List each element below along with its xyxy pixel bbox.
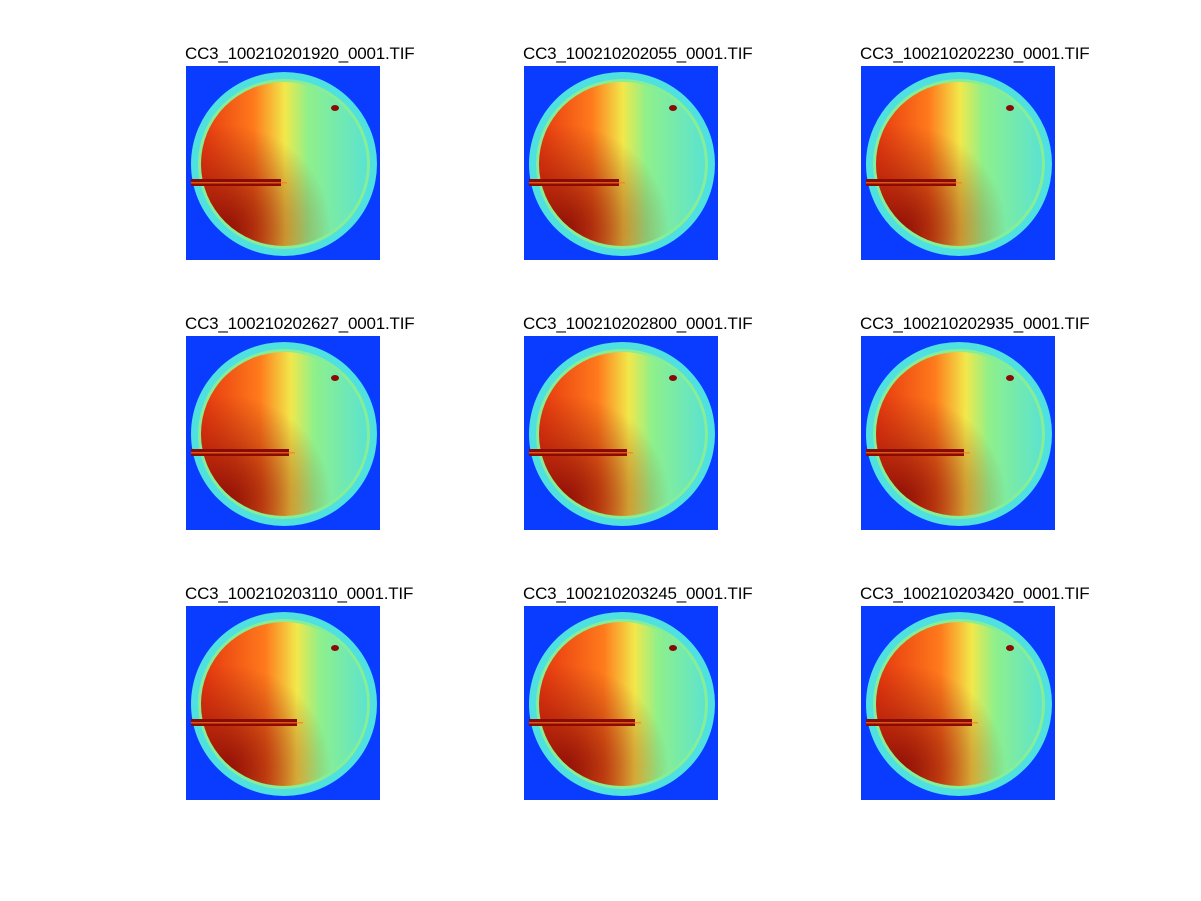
thermal-disc-image xyxy=(524,66,718,260)
thermal-disc-image xyxy=(524,336,718,530)
panel-title: CC3_100210202935_0001.TIF xyxy=(860,314,1090,333)
panel-title: CC3_100210201920_0001.TIF xyxy=(185,44,415,63)
image-panel: CC3_100210202230_0001.TIF xyxy=(860,44,1130,264)
panel-title: CC3_100210203110_0001.TIF xyxy=(185,584,414,603)
panel-title: CC3_100210202230_0001.TIF xyxy=(860,44,1090,63)
panel-title: CC3_100210202055_0001.TIF xyxy=(523,44,753,63)
thermal-disc-image xyxy=(186,66,380,260)
panel-title: CC3_100210202800_0001.TIF xyxy=(523,314,753,333)
panel-title: CC3_100210202627_0001.TIF xyxy=(185,314,415,333)
image-panel: CC3_100210202627_0001.TIF xyxy=(185,314,455,534)
image-panel: CC3_100210203245_0001.TIF xyxy=(523,584,793,804)
image-panel: CC3_100210202935_0001.TIF xyxy=(860,314,1130,534)
thermal-disc-image xyxy=(524,606,718,800)
image-panel: CC3_100210202055_0001.TIF xyxy=(523,44,793,264)
image-panel: CC3_100210202800_0001.TIF xyxy=(523,314,793,534)
thermal-disc-image xyxy=(861,606,1055,800)
thermal-disc-image xyxy=(186,336,380,530)
image-panel: CC3_100210201920_0001.TIF xyxy=(185,44,455,264)
thermal-disc-image xyxy=(861,336,1055,530)
image-panel: CC3_100210203110_0001.TIF xyxy=(185,584,455,804)
panel-title: CC3_100210203245_0001.TIF xyxy=(523,584,753,603)
thermal-disc-image xyxy=(861,66,1055,260)
panel-title: CC3_100210203420_0001.TIF xyxy=(860,584,1090,603)
image-panel: CC3_100210203420_0001.TIF xyxy=(860,584,1130,804)
thermal-disc-image xyxy=(186,606,380,800)
